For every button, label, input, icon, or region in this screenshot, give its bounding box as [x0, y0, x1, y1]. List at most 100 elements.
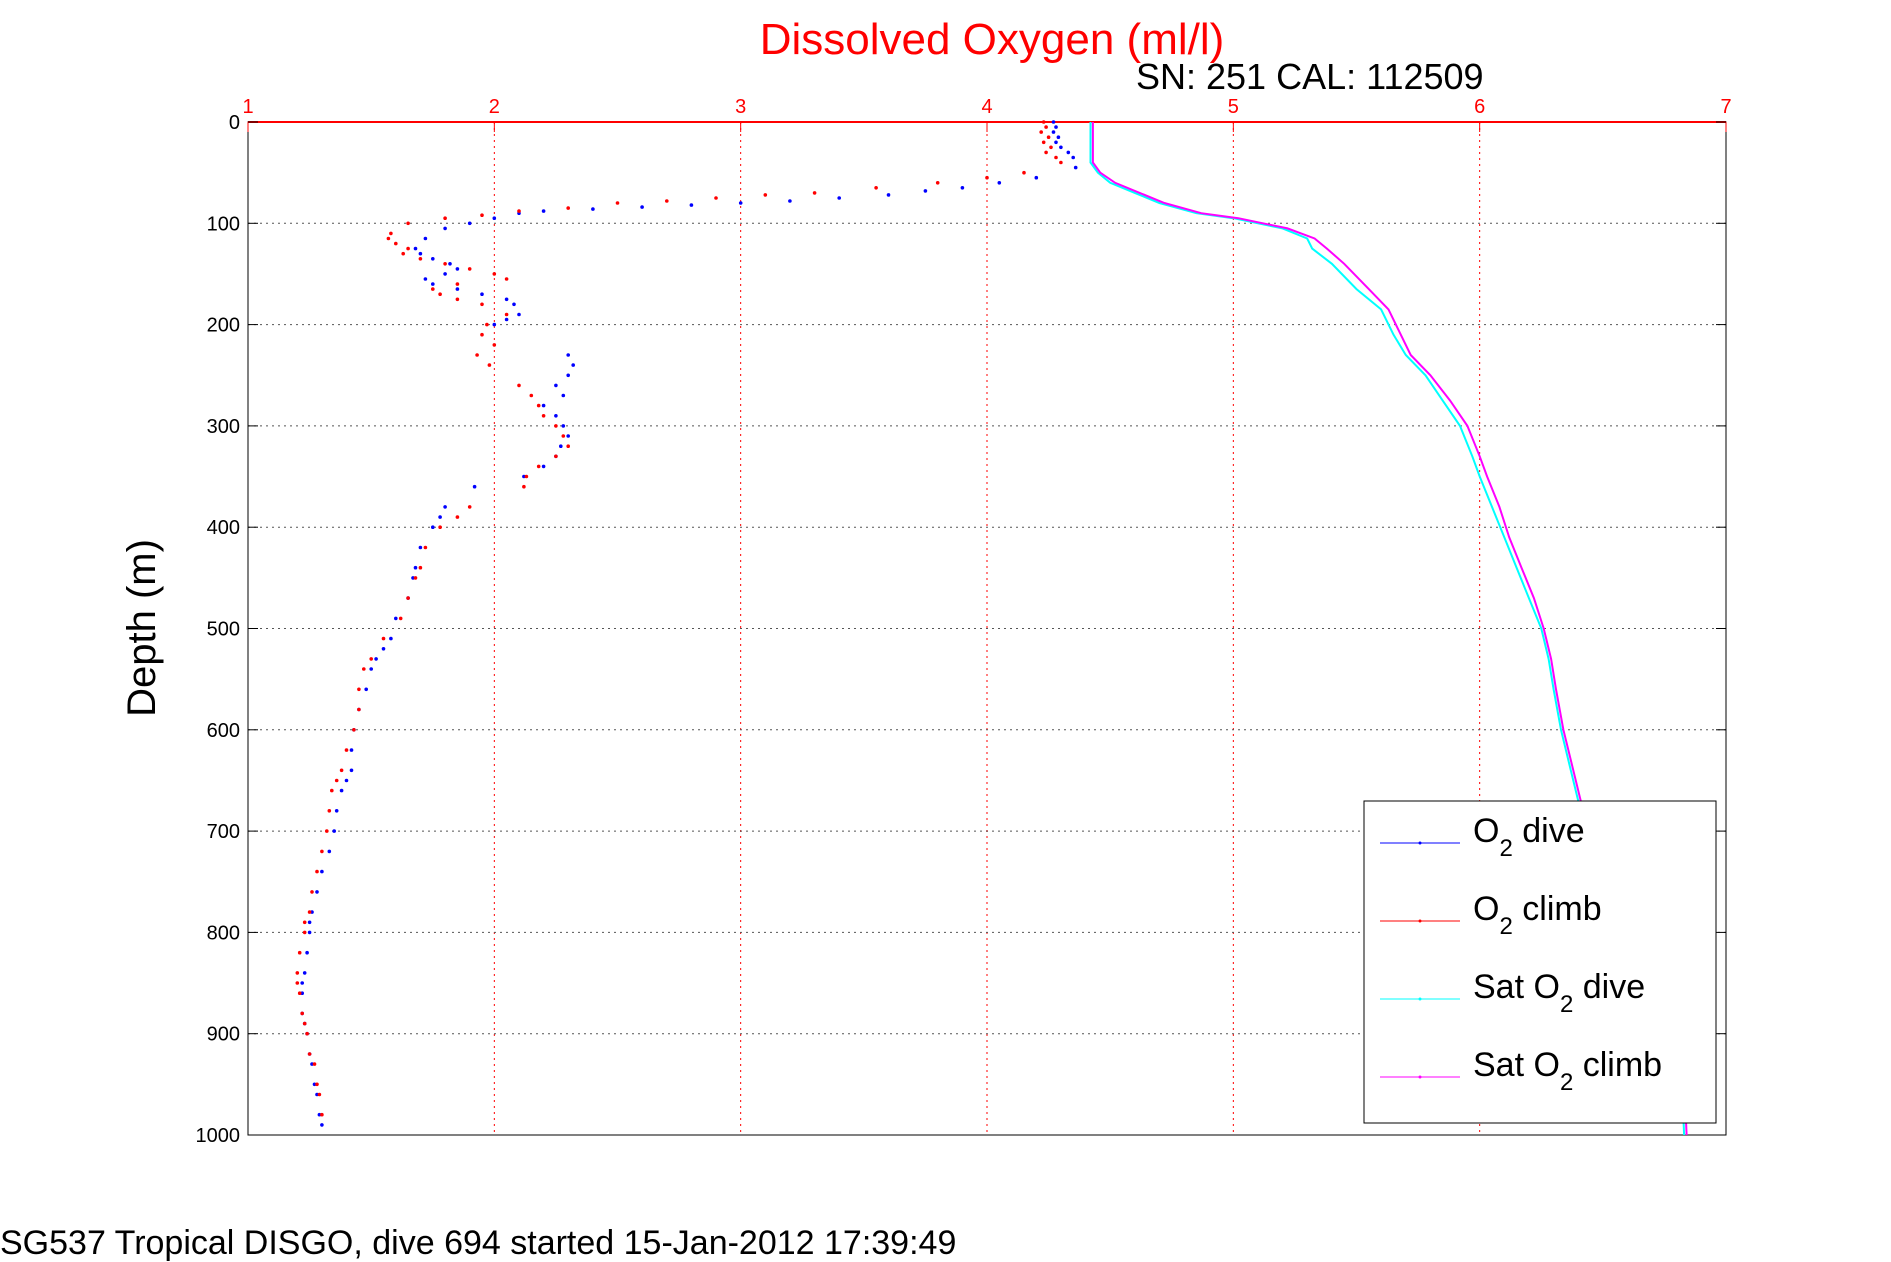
series-2-point: [320, 1112, 324, 1117]
series-2-point: [536, 464, 541, 469]
series-2-point: [443, 216, 447, 220]
series-1-point: [554, 414, 558, 418]
series-2-point: [357, 707, 361, 712]
series-2-point: [487, 363, 492, 367]
series-2-point: [297, 950, 302, 955]
series-2-point: [1049, 145, 1053, 150]
series-2-point: [517, 383, 521, 388]
series-2-point: [418, 565, 423, 570]
series-2-point: [302, 1021, 307, 1026]
y-axis-label: Depth (m): [120, 539, 164, 717]
series-2-point: [1039, 130, 1043, 134]
series-2-point: [406, 221, 410, 226]
series-2-point: [406, 596, 410, 600]
series-2-point: [344, 748, 349, 752]
series-2-point: [305, 1031, 309, 1036]
y-tick-label-100: 100: [207, 213, 240, 235]
series-1-point: [443, 226, 447, 231]
series-1-point: [738, 201, 743, 205]
legend-swatch-marker-1: [1418, 841, 1422, 845]
series-2-point: [398, 616, 403, 621]
series-2-point: [455, 297, 460, 302]
series-1-point: [307, 930, 312, 935]
series-2-point: [1046, 135, 1051, 139]
series-2-point: [312, 1062, 317, 1066]
y-tick-label-500: 500: [207, 619, 240, 641]
series-2-point: [566, 206, 570, 210]
x-tick-label-5: 5: [1228, 96, 1239, 118]
legend-entry-1: O2 dive: [1380, 812, 1585, 862]
series-1-point: [413, 246, 418, 251]
series-1-point: [349, 768, 354, 773]
series-2-point: [517, 209, 521, 213]
series-1-point: [307, 920, 312, 925]
legend-label-4: Sat O2 climb: [1473, 1046, 1662, 1096]
series-1-point: [455, 267, 460, 271]
series-1-point: [431, 525, 435, 529]
series-1-point: [443, 272, 447, 276]
series-1-point: [923, 189, 928, 193]
series-2-point: [307, 1052, 312, 1056]
y-tick-label-0: 0: [229, 112, 240, 134]
series-1-point: [418, 545, 423, 550]
series-1-point: [300, 981, 305, 985]
series-2-point: [320, 849, 324, 854]
series-2-point: [307, 910, 312, 914]
series-1-point: [571, 363, 575, 367]
legend-swatch-marker-4: [1418, 1075, 1422, 1079]
series-1-point: [591, 207, 595, 211]
series-2-point: [386, 236, 391, 241]
series-2-point: [413, 576, 418, 580]
series-1-point: [364, 687, 369, 692]
series-2-point: [554, 424, 558, 428]
series-2-point: [665, 199, 669, 203]
series-2-point: [1041, 140, 1046, 145]
legend-entry-4: Sat O2 climb: [1380, 1046, 1662, 1096]
series-1-point: [561, 424, 566, 428]
series-1-point: [566, 353, 570, 357]
series-1-point: [886, 193, 891, 197]
series-1-point: [512, 302, 516, 307]
y-tick-label-800: 800: [207, 922, 240, 944]
series-1-point: [448, 262, 452, 266]
series-1-point: [302, 971, 307, 975]
series-2-point: [438, 525, 442, 529]
series-1-point: [1034, 175, 1039, 180]
series-2-point: [541, 414, 546, 418]
series-2-point: [362, 667, 366, 671]
series-1-point: [423, 277, 428, 281]
series-2-point: [504, 312, 509, 317]
footer-caption: SG537 Tropical DISGO, dive 694 started 1…: [0, 1224, 956, 1262]
series-1-point: [312, 1082, 317, 1087]
series-1-point: [431, 282, 435, 286]
series-1-point: [472, 484, 477, 489]
series-2-point: [438, 292, 442, 297]
x-tick-label-6: 6: [1474, 96, 1485, 118]
series-2-point: [467, 267, 472, 271]
series-2-point: [315, 1082, 319, 1087]
series-1-point: [1059, 145, 1063, 150]
series-2: [295, 120, 1063, 1117]
series-1-point: [467, 221, 472, 226]
series-2-point: [431, 287, 435, 291]
series-1-point: [349, 748, 354, 752]
series-1-point: [1051, 130, 1056, 134]
y-tick-label-900: 900: [207, 1024, 240, 1046]
series-1-point: [1066, 150, 1071, 155]
legend-swatch-marker-2: [1418, 919, 1422, 923]
series-2-point: [1044, 150, 1048, 155]
series-2-point: [406, 246, 410, 251]
series-1-point: [1051, 120, 1056, 124]
series-1-point: [492, 322, 497, 327]
series-1-point: [423, 236, 428, 241]
series-2-point: [330, 788, 334, 793]
series-1: [300, 120, 1078, 1127]
x-tick-label-2: 2: [489, 96, 500, 118]
series-1-point: [689, 203, 694, 207]
series-2-point: [566, 444, 570, 449]
y-tick-label-600: 600: [207, 720, 240, 742]
series-1-point: [517, 312, 521, 317]
series-2-point: [467, 505, 472, 509]
series-1-point: [504, 317, 509, 322]
series-2-point: [443, 262, 447, 266]
